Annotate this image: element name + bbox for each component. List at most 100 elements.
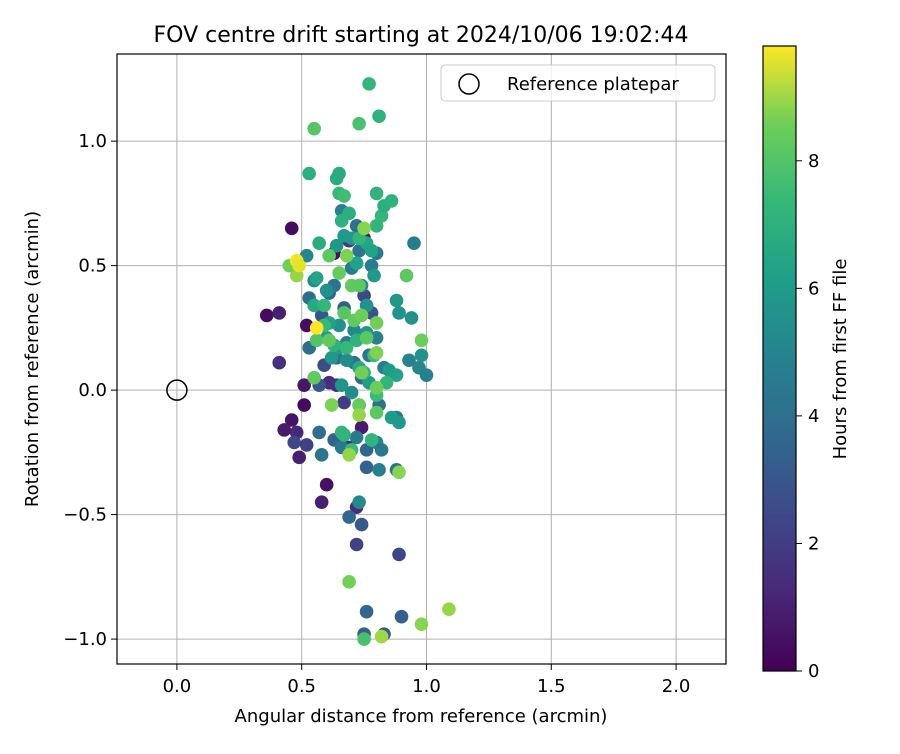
chart-title: FOV centre drift starting at 2024/10/06 …: [154, 23, 689, 48]
y-axis-ticks: −1.0 −0.5 0.0 0.5 1.0: [63, 131, 117, 650]
reference-platepar-marker: [166, 379, 188, 401]
data-point: [337, 228, 351, 243]
data-point: [284, 221, 299, 236]
data-point: [352, 408, 366, 422]
colorbar-tick-label: 8: [808, 151, 819, 172]
y-tick-label: −0.5: [63, 505, 107, 526]
data-point: [354, 308, 369, 323]
data-point: [354, 365, 369, 380]
data-point: [369, 345, 384, 360]
data-point: [384, 194, 399, 208]
data-point: [414, 333, 429, 348]
data-point: [317, 298, 331, 313]
data-point: [307, 298, 321, 313]
data-point: [297, 378, 311, 392]
data-point: [364, 243, 379, 258]
y-tick-label: 1.0: [78, 131, 107, 152]
data-point: [369, 186, 384, 201]
colorbar-tick-label: 4: [808, 406, 819, 427]
x-axis-label: Angular distance from reference (arcmin): [235, 706, 608, 727]
data-point: [349, 430, 364, 445]
colorbar: 0 2 4 6 8 Hours from first FF file: [762, 45, 851, 682]
data-point: [359, 331, 374, 345]
colorbar-label: Hours from first FF file: [830, 259, 851, 460]
data-point: [319, 283, 334, 298]
data-point: [354, 517, 369, 532]
data-point: [337, 306, 351, 320]
data-point: [369, 380, 384, 395]
data-point: [342, 206, 356, 221]
data-point: [374, 443, 389, 457]
data-point: [334, 378, 349, 392]
data-point: [322, 333, 336, 348]
data-point: [314, 495, 329, 509]
data-point: [309, 321, 324, 335]
data-point: [309, 271, 324, 285]
data-point: [414, 348, 429, 363]
data-point: [322, 248, 336, 263]
data-point: [352, 398, 366, 412]
data-point: [272, 306, 287, 320]
data-point: [357, 632, 371, 646]
data-point: [284, 413, 299, 427]
data-point: [324, 398, 339, 412]
data-point: [392, 306, 406, 320]
data-point: [307, 121, 321, 136]
y-axis-label: Rotation from reference (arcmin): [22, 211, 43, 507]
x-tick-label: 1.0: [412, 676, 441, 697]
data-point: [339, 353, 354, 368]
legend-entry-reference: Reference platepar: [507, 74, 679, 95]
data-point: [352, 278, 366, 293]
data-point: [389, 293, 404, 308]
x-tick-label: 0.5: [287, 676, 316, 697]
legend-marker-reference: [458, 73, 480, 95]
data-point: [394, 609, 409, 624]
data-point: [362, 77, 376, 91]
x-tick-label: 1.5: [537, 676, 566, 697]
data-point: [312, 236, 326, 251]
data-point: [339, 248, 354, 263]
data-point: [349, 537, 364, 552]
data-point: [419, 368, 434, 382]
data-point: [372, 109, 386, 124]
plot-frame: [116, 53, 727, 665]
data-point: [359, 604, 374, 619]
x-tick-label: 0.0: [163, 676, 192, 697]
data-point: [332, 266, 346, 280]
data-point: [372, 462, 386, 477]
data-point: [339, 340, 354, 355]
data-point: [414, 617, 429, 631]
data-point: [392, 465, 406, 480]
data-point: [259, 308, 274, 323]
data-point: [344, 385, 359, 400]
colorbar-tick-label: 2: [808, 533, 819, 554]
data-point: [369, 316, 384, 330]
y-tick-label: −1.0: [63, 629, 107, 650]
data-point: [374, 629, 389, 644]
x-axis-ticks: 0.0 0.5 1.0 1.5 2.0: [163, 664, 690, 697]
y-tick-label: 0.0: [78, 380, 107, 401]
data-point: [442, 602, 456, 617]
data-point: [292, 450, 307, 465]
data-point: [342, 575, 356, 589]
colorbar-frame: [762, 45, 797, 672]
data-point: [299, 438, 314, 452]
colorbar-ticks: 0 2 4 6 8: [796, 151, 819, 682]
data-point: [392, 547, 406, 562]
reference-marker: [166, 379, 188, 401]
data-point: [402, 353, 416, 368]
data-point: [352, 495, 366, 509]
data-point: [337, 395, 351, 410]
data-point: [349, 256, 364, 270]
colorbar-tick-label: 0: [808, 661, 819, 682]
data-point: [319, 477, 334, 492]
data-point: [369, 405, 384, 420]
data-point: [364, 433, 379, 447]
data-point: [292, 258, 307, 273]
data-point: [314, 448, 329, 462]
data-point: [342, 510, 356, 524]
data-point: [392, 415, 406, 430]
data-point: [272, 355, 287, 370]
data-point: [277, 423, 292, 437]
